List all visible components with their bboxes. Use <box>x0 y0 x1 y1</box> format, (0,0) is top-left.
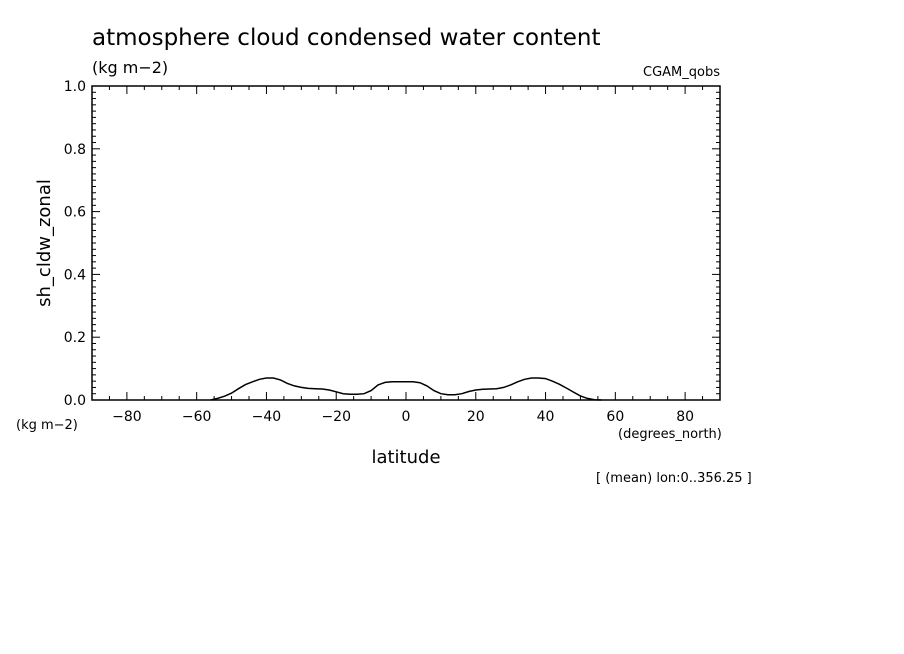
x-tick-label: −20 <box>321 409 351 425</box>
x-tick-label: 60 <box>606 409 624 425</box>
chart-title: atmosphere cloud condensed water content <box>92 25 600 51</box>
y-tick-label: 0.4 <box>64 267 86 283</box>
dataset-label: CGAM_qobs <box>643 65 720 80</box>
y-tick-label: 0.8 <box>64 142 86 158</box>
minor-ticks <box>91 86 721 400</box>
y-tick-label: 0.0 <box>64 393 86 409</box>
x-units-label: (degrees_north) <box>618 427 722 442</box>
x-tick-label: 40 <box>537 409 555 425</box>
x-axis-label: latitude <box>371 447 440 468</box>
plot-frame <box>91 85 721 401</box>
y-units-label: (kg m−2) <box>16 418 78 433</box>
footnote: [ (mean) lon:0..356.25 ] <box>596 471 752 486</box>
x-tick-label: −40 <box>252 409 282 425</box>
x-tick-label: 20 <box>467 409 485 425</box>
y-tick-label: 0.6 <box>64 205 86 221</box>
x-axis: −80 −60 −40 −20 0 20 40 60 80 <box>112 86 694 425</box>
title-units: (kg m−2) <box>92 58 168 77</box>
x-tick-label: 0 <box>402 409 411 425</box>
x-tick-label: −60 <box>182 409 212 425</box>
series-line <box>210 377 602 401</box>
y-axis: 0.0 0.2 0.4 0.6 0.8 1.0 <box>64 79 720 409</box>
y-tick-label: 1.0 <box>64 79 86 95</box>
y-axis-label: sh_cldw_zonal <box>34 179 55 307</box>
y-tick-label: 0.2 <box>64 330 86 346</box>
x-tick-label: 80 <box>676 409 694 425</box>
x-tick-label: −80 <box>112 409 142 425</box>
